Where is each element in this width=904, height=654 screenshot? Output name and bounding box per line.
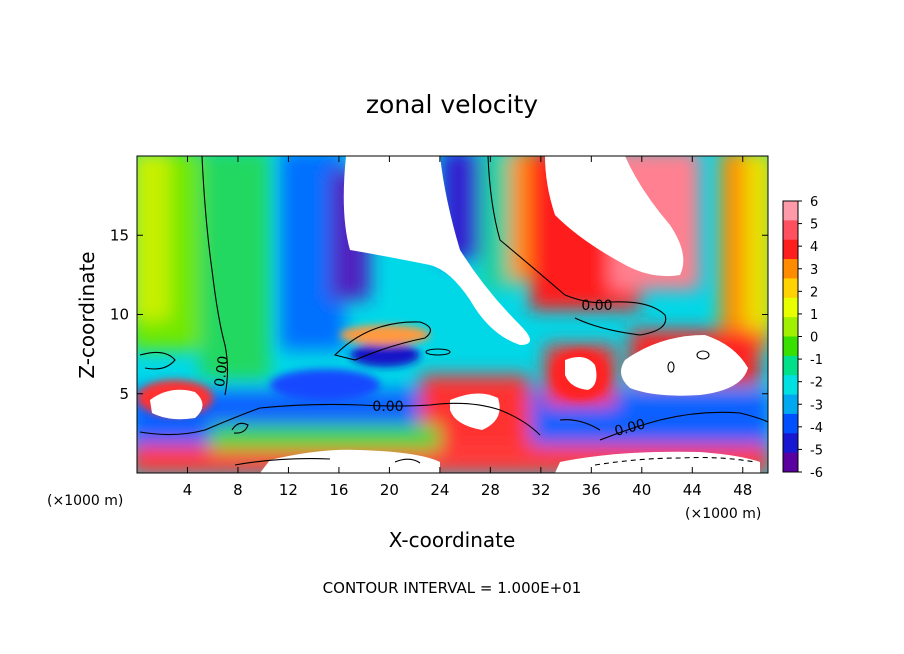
x-tick-label: 12 (279, 481, 298, 499)
colorbar-swatch (783, 201, 798, 221)
heatmap-field: 0.00 0.00 0.00 0.00 (137, 156, 768, 473)
contour-labels: 0.00 0.00 0.00 0.00 (212, 298, 647, 440)
colorbar-swatch (783, 375, 798, 396)
colorbar-label: -3 (810, 398, 823, 413)
colorbar-label: -4 (810, 421, 823, 436)
x-tick-label: 24 (430, 481, 449, 499)
y-tick-label: 5 (119, 385, 129, 403)
x-tick-label: 36 (582, 481, 601, 499)
colorbar-label: 4 (810, 240, 818, 255)
colorbar-label: -6 (810, 466, 823, 481)
colorbar-swatch (783, 394, 798, 415)
x-tick-label: 20 (380, 481, 399, 499)
x-axis-label: X-coordinate (389, 528, 516, 552)
x-unit-right: (×1000 m) (685, 506, 761, 522)
field-yellow-left (137, 156, 170, 320)
x-unit-left: (×1000 m) (47, 493, 123, 509)
colorbar-swatch (783, 317, 798, 337)
colorbar-label: -2 (810, 376, 823, 391)
x-tick-label: 8 (233, 481, 243, 499)
colorbar-label: -1 (810, 353, 823, 368)
colorbar-label: 5 (810, 218, 818, 233)
colorbar-label: 0 (810, 331, 818, 346)
field-blue-blob-2 (350, 343, 420, 367)
colorbar-swatch (783, 413, 798, 434)
colorbar-swatch (783, 239, 798, 260)
x-axis-ticks: 4 8 12 16 20 24 28 32 36 40 44 48 (183, 156, 752, 499)
contour-label-3: 0.00 (581, 298, 612, 314)
contour-label-4: 0.00 (613, 416, 647, 440)
field-green-strip (210, 425, 440, 450)
y-tick-label: 15 (110, 226, 129, 244)
out-of-range-regions (150, 156, 760, 473)
colorbar-swatch (783, 259, 798, 279)
x-tick-label: 28 (481, 481, 500, 499)
colorbar-label: 1 (810, 308, 818, 323)
x-tick-label: 44 (683, 481, 702, 499)
colorbar-swatch (783, 433, 798, 454)
contour-label-1: 0.00 (212, 355, 232, 388)
colorbar-swatch (783, 297, 798, 318)
colorbar-label: 6 (810, 195, 818, 210)
contour-interval-footer: CONTOUR INTERVAL = 1.000E+01 (323, 579, 582, 597)
field-blue-blob-1 (270, 369, 380, 401)
colorbar-swatch (783, 452, 798, 473)
colorbar: 6 5 4 3 2 1 0 -1 -2 -3 -4 -5 -6 (782, 195, 823, 481)
x-tick-label: 16 (329, 481, 348, 499)
y-axis-label: Z-coordinate (75, 251, 99, 378)
field-orange-arc (340, 325, 430, 345)
chart-title: zonal velocity (366, 90, 538, 119)
y-tick-label: 10 (110, 306, 129, 324)
x-tick-label: 48 (733, 481, 752, 499)
x-tick-label: 32 (531, 481, 550, 499)
contour-lines (139, 156, 768, 466)
field-green-mid (200, 156, 270, 380)
y-axis-ticks: 5 10 15 (110, 226, 768, 403)
colorbar-label: 3 (810, 263, 818, 278)
colorbar-label: -5 (810, 443, 823, 458)
colorbar-swatch (783, 336, 798, 357)
x-tick-label: 40 (632, 481, 651, 499)
x-tick-label: 4 (183, 481, 193, 499)
field-yellow-right (745, 156, 768, 330)
colorbar-swatch (783, 220, 798, 241)
colorbar-swatch (783, 278, 798, 299)
colorbar-label: 2 (810, 285, 818, 300)
contour-label-2: 0.00 (372, 399, 403, 415)
colorbar-swatch (783, 355, 798, 376)
